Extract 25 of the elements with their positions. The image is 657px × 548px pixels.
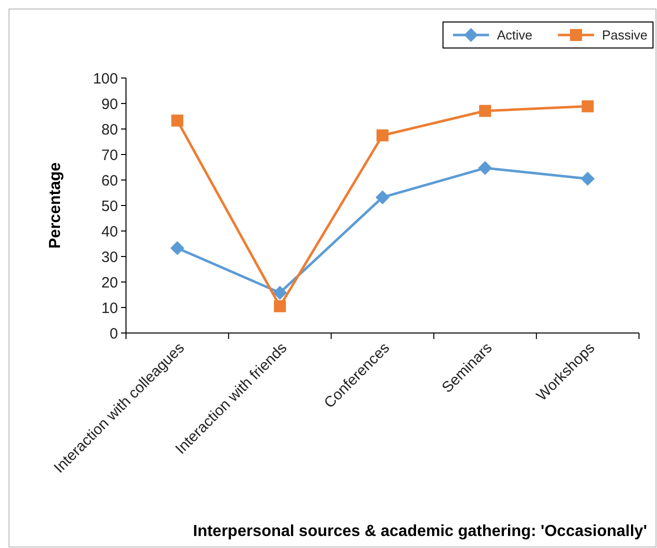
point	[274, 300, 286, 312]
point	[171, 114, 184, 127]
y-tick-label: 100	[92, 70, 118, 88]
point	[170, 241, 184, 256]
point	[272, 286, 287, 300]
y-tick-label: 10	[101, 300, 118, 317]
point	[582, 100, 594, 112]
y-axis-title: Percentage	[47, 162, 64, 249]
legend-label: Passive	[602, 28, 648, 43]
y-tick-label: 70	[101, 146, 118, 164]
y-tick-label: 80	[101, 121, 118, 138]
y-tick-label: 20	[101, 274, 118, 292]
point	[376, 190, 390, 204]
point	[376, 129, 388, 142]
point	[478, 161, 492, 176]
x-axis-title: Interpersonal sources & academic gathering: 'Occasionally'	[193, 523, 647, 540]
y-tick-label: 30	[101, 248, 118, 266]
point	[479, 104, 492, 117]
point	[580, 172, 595, 186]
legend-label: Active	[497, 28, 532, 43]
y-tick-label: 50	[101, 198, 118, 215]
y-tick-label: 90	[101, 96, 118, 113]
y-tick-label: 0	[110, 325, 118, 342]
y-tick-label: 40	[101, 223, 118, 240]
y-tick-label: 60	[101, 172, 118, 190]
